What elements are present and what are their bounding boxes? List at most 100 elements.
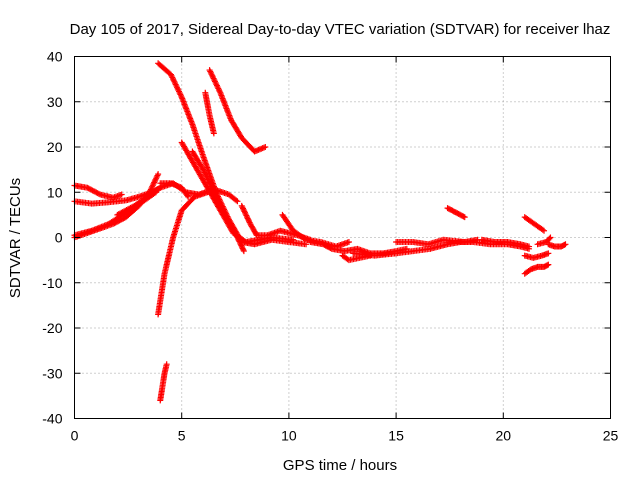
data-point <box>243 212 250 219</box>
data-point <box>95 190 102 197</box>
data-point <box>124 206 131 213</box>
data-point <box>245 216 252 223</box>
data-point <box>126 205 133 212</box>
chart-title: Day 105 of 2017, Sidereal Day-to-day VTE… <box>70 21 611 38</box>
data-point <box>237 241 244 248</box>
data-point <box>244 213 251 220</box>
data-point <box>541 227 548 234</box>
data-point <box>184 192 191 199</box>
y-tick-label: -10 <box>42 275 62 291</box>
series-arc-g <box>155 186 241 318</box>
data-point <box>234 198 241 205</box>
data-point <box>327 245 334 252</box>
data-point <box>238 202 245 209</box>
data-point <box>236 238 243 245</box>
x-tick-label: 5 <box>178 428 186 444</box>
y-tick-label: -40 <box>42 411 62 427</box>
series-arc-w <box>521 250 552 261</box>
series-arc-x <box>521 261 552 277</box>
data-point <box>545 261 552 268</box>
data-point <box>150 180 157 187</box>
y-axis-title: SDTVAR / TECUs <box>7 178 24 298</box>
series-arc-d <box>71 171 162 241</box>
data-point <box>151 178 158 185</box>
data-point <box>238 244 245 251</box>
data-point <box>163 361 170 368</box>
data-point <box>122 207 129 214</box>
data-point <box>234 234 241 241</box>
series-arc-m <box>189 148 247 255</box>
data-point <box>239 204 246 211</box>
data-point <box>240 246 247 253</box>
data-points <box>71 60 569 404</box>
data-point <box>149 183 156 190</box>
data-point <box>244 215 251 222</box>
series-arc-v <box>521 214 548 234</box>
data-point <box>119 209 126 216</box>
data-point <box>245 218 252 225</box>
series-arc-t <box>444 205 468 221</box>
data-point <box>241 208 248 215</box>
data-point <box>115 211 122 218</box>
data-point <box>539 226 546 233</box>
data-point <box>149 182 156 189</box>
data-point <box>153 173 160 180</box>
series-arc-r <box>350 239 533 259</box>
y-tick-label: -20 <box>42 320 62 336</box>
data-point <box>562 241 569 248</box>
series-arc-u <box>478 236 533 250</box>
data-point <box>262 144 269 150</box>
data-point <box>118 191 125 198</box>
data-point <box>240 205 247 212</box>
y-tick-label: 10 <box>47 184 63 200</box>
grid <box>74 56 611 419</box>
data-point <box>118 209 125 216</box>
data-point <box>242 211 249 218</box>
x-tick-label: 10 <box>281 428 297 444</box>
data-point <box>127 204 134 211</box>
data-point <box>153 175 160 182</box>
data-point <box>123 207 130 214</box>
series-arc-l <box>206 67 269 155</box>
data-point <box>239 245 246 252</box>
data-point <box>290 236 297 243</box>
data-point <box>235 237 242 244</box>
x-tick-label: 0 <box>71 428 79 444</box>
data-point <box>238 242 245 249</box>
data-point <box>185 193 192 200</box>
y-tick-label: 20 <box>47 139 63 155</box>
data-point <box>120 208 127 215</box>
data-point <box>240 207 247 214</box>
series-arc-z <box>534 234 554 248</box>
data-point <box>460 213 467 220</box>
series-arc-a <box>71 182 125 201</box>
data-point <box>128 204 135 211</box>
data-point <box>154 172 161 179</box>
series-arc-y <box>545 241 569 250</box>
x-tick-label: 25 <box>603 428 619 444</box>
x-axis-title: GPS time / hours <box>283 457 397 474</box>
axis-ticks: 0 5 10 15 20 25 -40 -30 -20 -10 0 10 20 30 40 <box>42 49 618 444</box>
data-point <box>345 239 352 246</box>
y-tick-label: 30 <box>47 94 63 110</box>
data-point <box>246 219 253 226</box>
data-point <box>240 248 247 255</box>
data-point <box>152 176 159 183</box>
data-point <box>155 171 162 178</box>
x-tick-label: 20 <box>496 428 512 444</box>
x-tick-label: 15 <box>388 428 404 444</box>
data-point <box>526 243 533 250</box>
data-point <box>233 197 240 204</box>
series-arc-k <box>202 89 217 137</box>
data-point <box>210 130 217 137</box>
data-point <box>547 234 554 241</box>
series-arc-h <box>157 361 170 404</box>
data-point <box>151 179 158 186</box>
data-point <box>546 235 553 242</box>
data-point <box>235 235 242 242</box>
data-point <box>237 239 244 246</box>
series-arc-s <box>393 236 481 248</box>
y-tick-label: 40 <box>47 49 63 65</box>
data-point <box>242 209 249 216</box>
